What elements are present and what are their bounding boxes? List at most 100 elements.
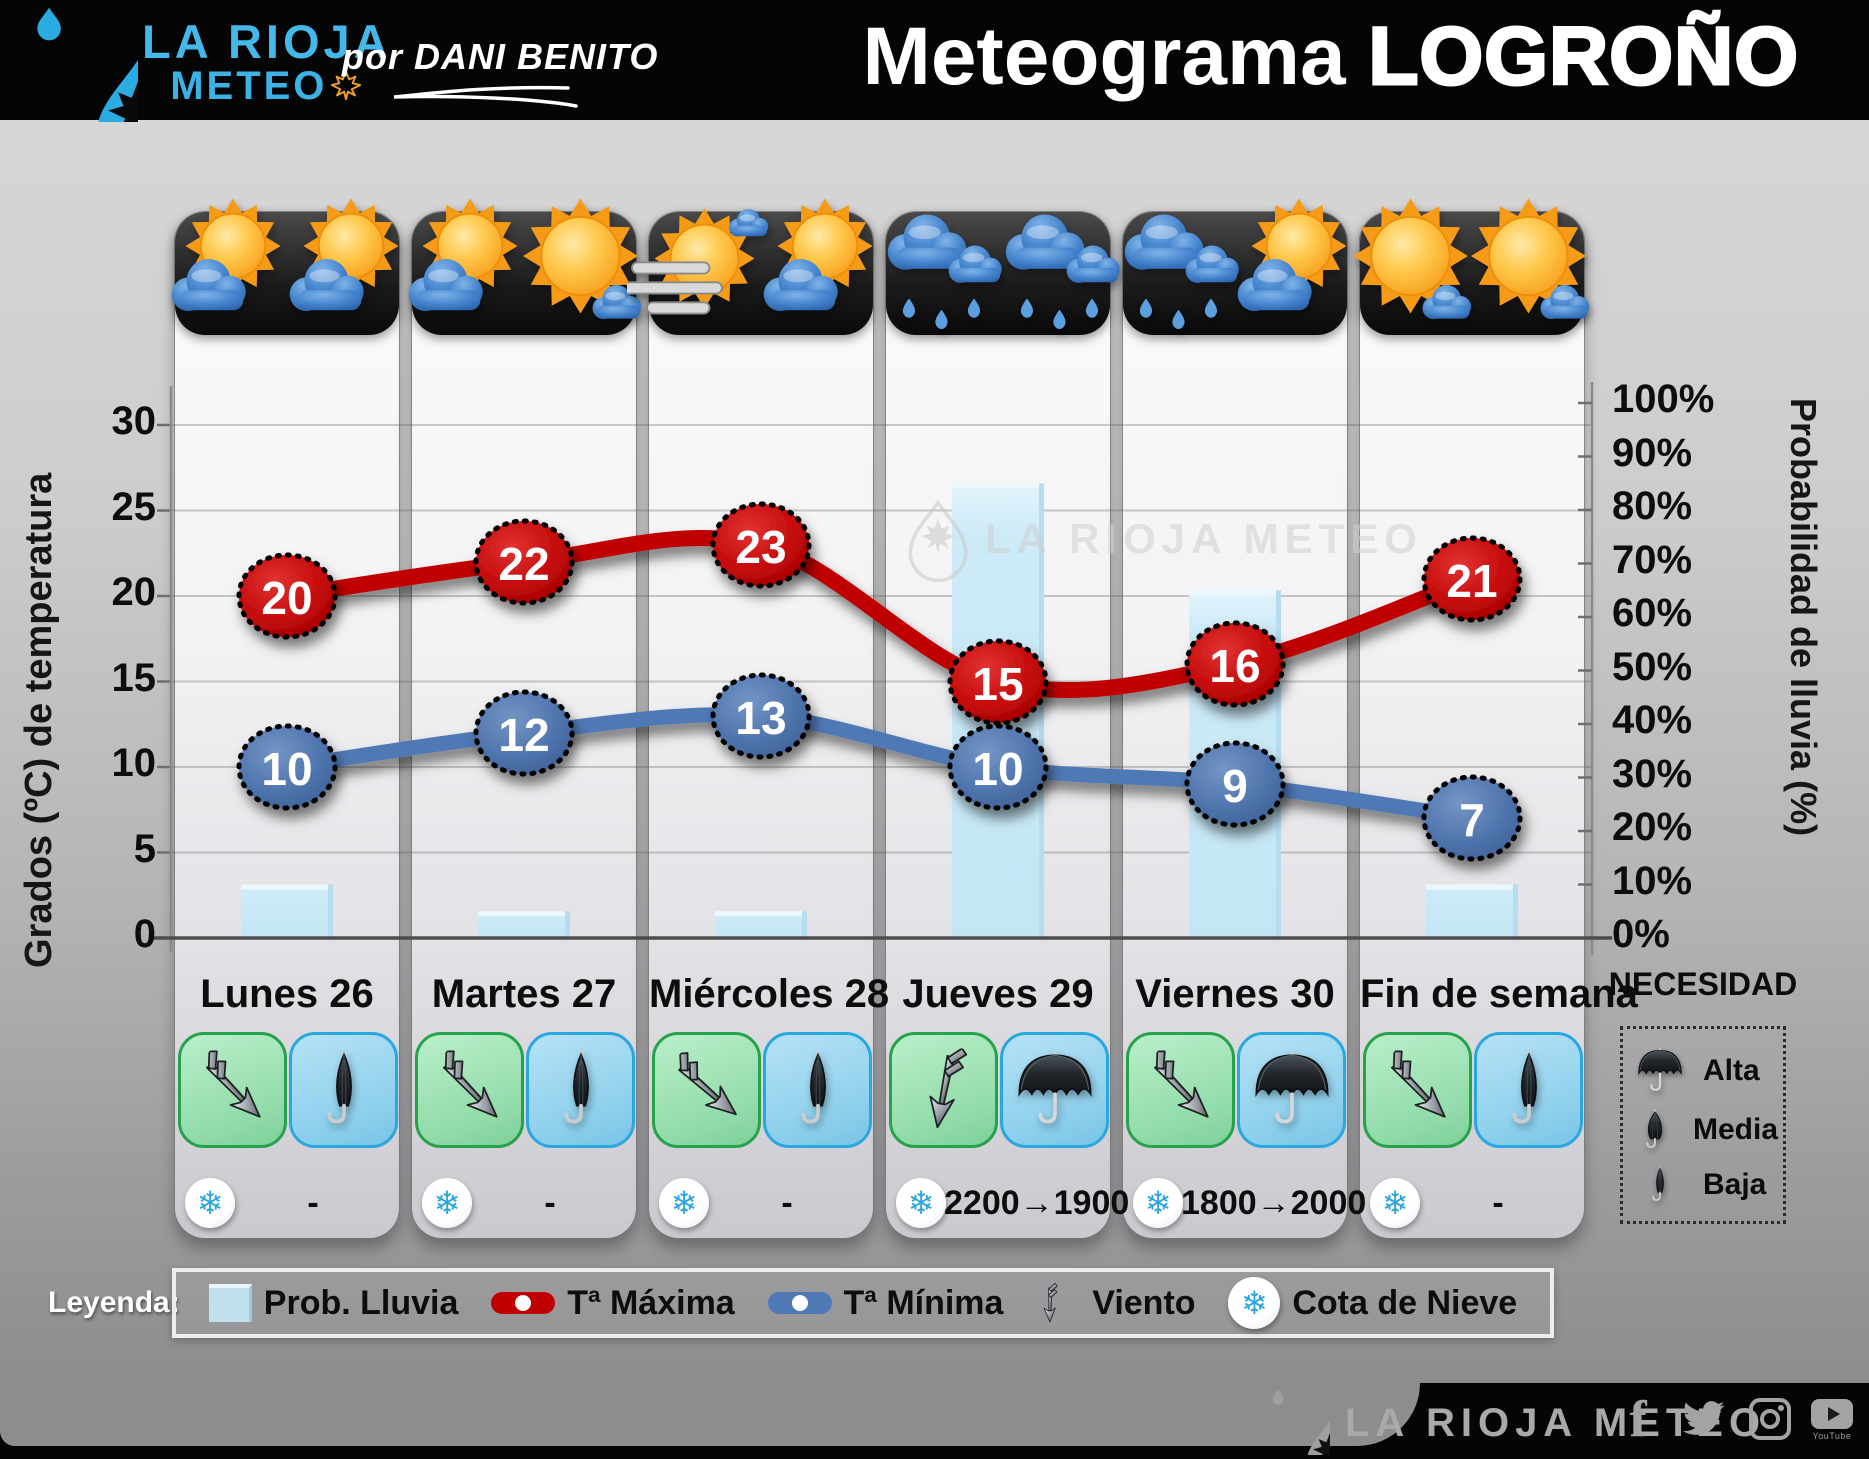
brand-top: LA RIOJA [142, 15, 392, 68]
header-bar: LA RIOJA METEO por DANI BENITO Meteogram… [0, 0, 1869, 120]
watermark-drop-icon [908, 499, 968, 582]
snow-level-row: ❄ - [649, 1176, 873, 1232]
brand-wordmark: LA RIOJA METEO [142, 18, 392, 107]
necesidad-row-media: Media [1633, 1108, 1778, 1152]
watermark-text: LA RIOJA METEO [985, 515, 1423, 562]
snow-level-text: - [781, 1184, 793, 1222]
partly-weather-icon [763, 198, 873, 311]
rain-weather-icon [1124, 214, 1239, 330]
legend-title: Leyenda: [48, 1286, 180, 1319]
wind-arrow-icon [1036, 1273, 1080, 1333]
day-label: Lunes 26 [200, 972, 374, 1016]
sunny-cloud-weather-icon [1471, 198, 1590, 320]
brand-bottom: METEO [170, 63, 328, 108]
wind-direction-box [652, 1032, 761, 1148]
snow-level-row: ❄ 2200→1900 [886, 1176, 1129, 1232]
snowflake-icon: ❄ [422, 1178, 472, 1228]
necesidad-label: Baja [1703, 1167, 1767, 1201]
umbrella-open-icon [1633, 1046, 1687, 1096]
snowflake-icon: ❄ [896, 1178, 946, 1228]
rain-need-box [526, 1032, 635, 1148]
necesidad-title: NECESIDAD [1608, 966, 1798, 1002]
day-column: Lunes 26 ❄ - [171, 0, 399, 1459]
day-label: Jueves 29 [902, 972, 1094, 1016]
snowflake-icon: ❄ [1133, 1178, 1183, 1228]
partly-weather-icon [171, 198, 281, 311]
necesidad-row-baja: Baja [1633, 1165, 1773, 1205]
legend-item-viento: Viento [1036, 1273, 1196, 1333]
wind-direction-box [415, 1032, 524, 1148]
weather-icons [627, 186, 895, 346]
umbrella-closed-icon [776, 1048, 860, 1132]
day-column: Jueves 29 ❄ 2200→1900 [886, 0, 1129, 1459]
watermark: LA RIOJA METEO [905, 496, 1423, 582]
youtube-icon[interactable]: YouTube [1806, 1393, 1858, 1445]
snowflake-icon: ❄ [1370, 1178, 1420, 1228]
author-byline: por DANI BENITO [342, 36, 659, 77]
rain-need-box [289, 1032, 398, 1148]
wind-sun-weather-icon [627, 208, 769, 315]
weather-icons [153, 186, 421, 346]
legend-item-tmin: Tª Mínima [767, 1284, 1003, 1323]
partly-weather-icon [289, 198, 399, 311]
title-normal: Meteograma [862, 11, 1346, 102]
snowflake-icon: ❄ [659, 1178, 709, 1228]
snow-level-text: - [307, 1184, 319, 1222]
twitter-icon[interactable] [1678, 1393, 1730, 1445]
wind-arrow-icon [645, 1028, 769, 1152]
snow-level-text: 1800→2000 [1181, 1184, 1367, 1222]
necesidad-label: Media [1693, 1113, 1779, 1146]
umbrella-closed-icon [1633, 1165, 1687, 1205]
day-column: Fin de semana ❄ - [1353, 0, 1638, 1459]
legend-item-prob: Prob. Lluvia [208, 1284, 458, 1323]
legend-item-tmax: Tª Máxima [491, 1284, 735, 1323]
prob-bar-swatch [208, 1284, 252, 1322]
snowflake-icon: ❄ [185, 1178, 235, 1228]
necesidad-row-alta: Alta [1633, 1046, 1773, 1096]
wind-arrow-icon [1355, 1028, 1479, 1152]
rain-need-box [1000, 1032, 1109, 1148]
weather-icons [1338, 186, 1606, 346]
byline-flourish [393, 85, 578, 108]
snowflake-icon: ❄ [1228, 1277, 1281, 1329]
tmax-line-swatch [491, 1292, 556, 1314]
snow-level-text: - [544, 1184, 556, 1222]
rain-weather-icon [1005, 214, 1120, 330]
legend-box: Prob. Lluvia Tª Máxima Tª Mínima Viento … [172, 1268, 1554, 1338]
legend-item-nieve: ❄ Cota de Nieve [1228, 1277, 1517, 1329]
main-panel-curve [0, 1383, 1420, 1446]
wind-direction-box [1363, 1032, 1472, 1148]
snow-level-row: ❄ - [1360, 1176, 1584, 1232]
youtube-caption: YouTube [1812, 1430, 1852, 1441]
wind-direction-box [889, 1032, 998, 1148]
day-label: Martes 27 [431, 972, 617, 1016]
snow-level-text: - [1492, 1184, 1504, 1222]
leaf-icon [331, 71, 362, 101]
rain-need-box [1474, 1032, 1583, 1148]
wind-direction-box [1126, 1032, 1235, 1148]
footer-logo-drop-icon [1272, 1389, 1330, 1455]
brand-logo-drop-icon [37, 7, 138, 122]
snow-level-row: ❄ 1800→2000 [1123, 1176, 1367, 1232]
day-column: Miércoles 28 ❄ - [627, 0, 889, 1459]
rain-need-box [1237, 1032, 1346, 1148]
umbrella-open-icon [1013, 1048, 1097, 1132]
wind-arrow-icon [1118, 1028, 1242, 1152]
partly-weather-icon [408, 198, 518, 311]
wind-direction-box [178, 1032, 287, 1148]
wind-arrow-icon [170, 1028, 294, 1152]
necesidad-label: Alta [1703, 1053, 1760, 1087]
day-column: Viernes 30 ❄ 1800→2000 [1123, 0, 1367, 1459]
instagram-icon[interactable] [1744, 1393, 1796, 1445]
wind-arrow-icon [893, 1039, 995, 1141]
facebook-icon[interactable]: f [1629, 1390, 1647, 1448]
day-label: Viernes 30 [1135, 972, 1335, 1016]
day-column: Martes 27 ❄ - [408, 0, 642, 1459]
umbrella-open-icon [1250, 1048, 1334, 1132]
umbrella-closed-icon [1487, 1048, 1571, 1132]
rain-need-box [763, 1032, 872, 1148]
umbrella-closed-icon [302, 1048, 386, 1132]
snow-level-row: ❄ - [175, 1176, 399, 1232]
rain-weather-icon [887, 214, 1002, 330]
necesidad-legend-box: Alta Media Baja [1620, 1026, 1786, 1224]
